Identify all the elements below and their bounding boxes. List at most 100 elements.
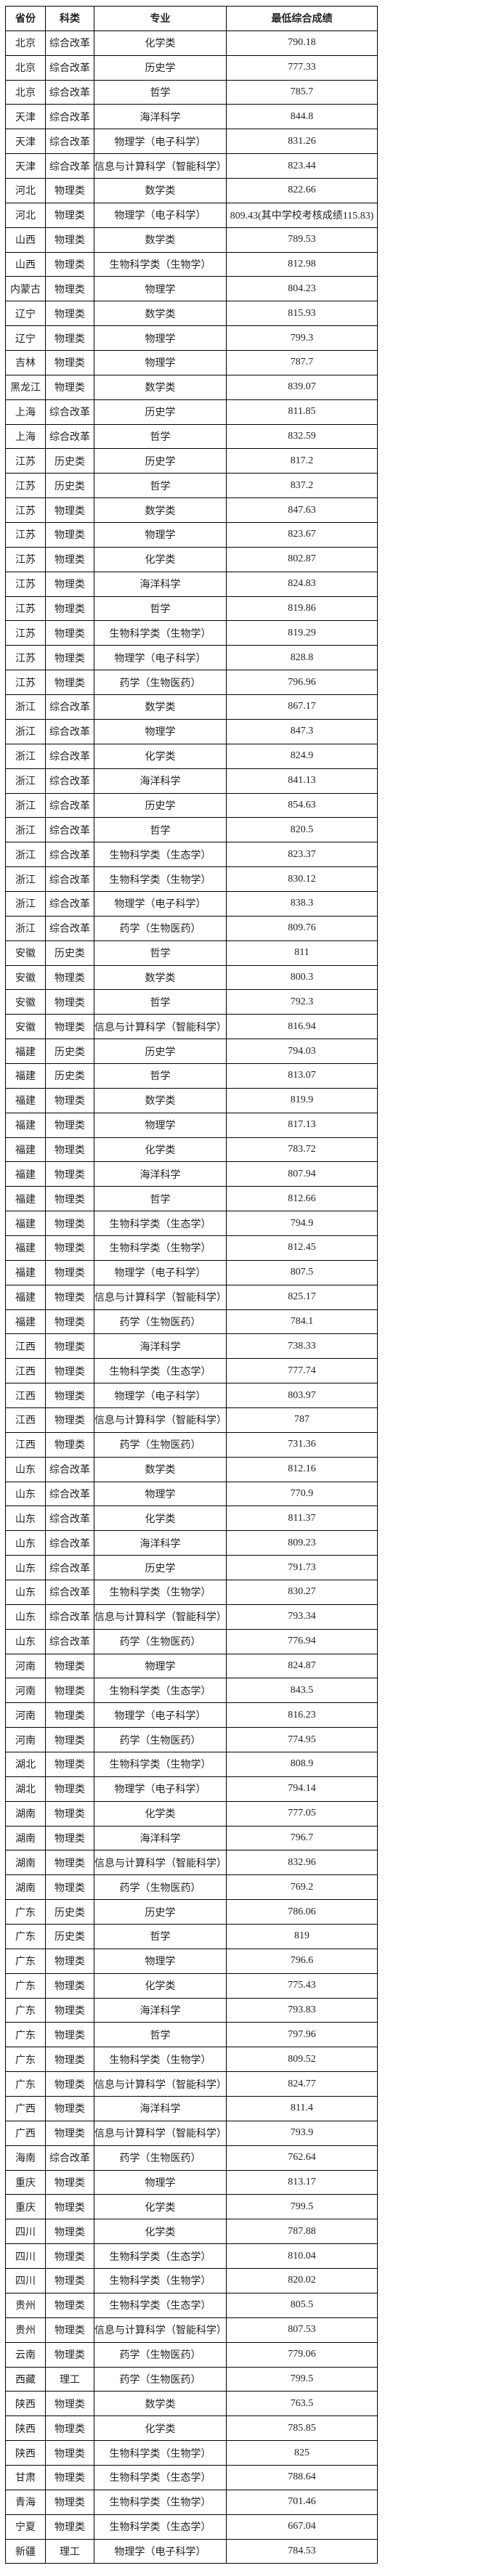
table-row: 山东 综合改革 药学（生物医药） 776.94 [5,1628,378,1654]
min-score-cell: 803.97 [226,1383,378,1408]
major-cell: 化学类 [94,2415,227,2442]
province-cell: 山东 [5,1530,46,1556]
category-cell: 物理类 [45,2317,94,2343]
major-cell: 生物科学类（生物学） [94,620,227,646]
table-row: 安徽 历史类 哲学 811 [5,940,378,966]
category-cell: 综合改革 [45,1506,94,1532]
province-cell: 福建 [5,1087,46,1113]
major-cell: 数学类 [94,694,227,720]
major-cell: 物理学 [94,325,227,352]
province-cell: 重庆 [5,2169,46,2195]
table-row: 江苏 物理类 数学类 847.63 [5,497,378,524]
province-cell: 江苏 [5,620,46,646]
province-cell: 山东 [5,1580,46,1605]
min-score-cell: 763.5 [226,2391,378,2417]
major-cell: 海洋科学 [94,1333,227,1360]
min-score-cell: 811.85 [226,399,378,425]
min-score-cell: 770.9 [226,1481,378,1507]
category-cell: 物理类 [45,227,94,253]
major-cell: 物理学 [94,1653,227,1679]
min-score-cell: 847.3 [226,718,378,744]
table-row: 重庆 物理类 物理学 813.17 [5,2169,378,2195]
category-cell: 历史类 [45,1924,94,1949]
min-score-cell: 799.5 [226,2366,378,2392]
table-body: 北京 综合改革 化学类 790.18 北京 综合改革 历史学 777.33 北京 综合改革 哲学 78… [5,30,378,2564]
min-score-cell: 837.2 [226,473,378,499]
table-row: 安徽 物理类 信息与计算科学（智能科学） 816.94 [5,1014,378,1040]
table-row: 江苏 物理类 化学类 802.87 [5,546,378,572]
province-cell: 四川 [5,2268,46,2293]
min-score-cell: 787.88 [226,2219,378,2245]
province-cell: 福建 [5,1112,46,1138]
major-cell: 哲学 [94,1924,227,1949]
province-cell: 湖南 [5,1825,46,1851]
category-cell: 物理类 [45,1383,94,1408]
major-cell: 化学类 [94,2219,227,2245]
category-cell: 物理类 [45,2440,94,2466]
province-cell: 安徽 [5,964,46,991]
category-cell: 综合改革 [45,399,94,425]
table-row: 贵州 物理类 信息与计算科学（智能科学） 807.53 [5,2317,378,2343]
min-score-cell: 824.9 [226,743,378,769]
province-cell: 天津 [5,129,46,155]
min-score-cell: 793.9 [226,2120,378,2146]
major-cell: 生物科学类（生物学） [94,1235,227,1261]
min-score-cell: 667.04 [226,2514,378,2540]
table-row: 广东 历史类 哲学 819 [5,1924,378,1949]
table-row: 山东 综合改革 物理学 770.9 [5,1481,378,1507]
min-score-cell: 807.53 [226,2317,378,2343]
category-cell: 物理类 [45,2391,94,2417]
table-row: 广东 物理类 生物科学类（生物学） 809.52 [5,2047,378,2073]
province-cell: 上海 [5,423,46,450]
min-score-cell: 809.52 [226,2047,378,2073]
min-score-cell: 812.45 [226,1235,378,1261]
min-score-cell: 731.36 [226,1431,378,1458]
table-row: 福建 物理类 药学（生物医药） 784.1 [5,1309,378,1335]
province-cell: 浙江 [5,890,46,917]
major-cell: 历史学 [94,448,227,474]
table-row: 湖北 物理类 物理学（电子科学） 794.14 [5,1776,378,1802]
category-cell: 物理类 [45,2194,94,2220]
table-row: 河北 物理类 数学类 822.66 [5,178,378,203]
major-cell: 历史学 [94,54,227,81]
category-cell: 物理类 [45,301,94,327]
category-cell: 综合改革 [45,153,94,179]
table-row: 江苏 历史类 哲学 837.2 [5,473,378,499]
province-cell: 天津 [5,104,46,130]
min-score-cell: 841.13 [226,768,378,794]
province-cell: 北京 [5,30,46,56]
category-cell: 历史类 [45,473,94,499]
category-cell: 物理类 [45,2464,94,2490]
province-cell: 安徽 [5,989,46,1015]
table-row: 云南 物理类 药学（生物医药） 779.06 [5,2341,378,2368]
province-cell: 浙江 [5,718,46,744]
table-row: 山东 综合改革 信息与计算科学（智能科学） 793.34 [5,1604,378,1630]
min-score-cell: 822.66 [226,178,378,203]
major-cell: 数学类 [94,1087,227,1113]
major-cell: 信息与计算科学（智能科学） [94,2120,227,2146]
province-cell: 陕西 [5,2440,46,2466]
table-row: 安徽 物理类 数学类 800.3 [5,964,378,991]
province-cell: 浙江 [5,866,46,892]
min-score-cell: 794.14 [226,1776,378,1802]
min-score-cell: 823.67 [226,522,378,548]
category-cell: 综合改革 [45,1604,94,1630]
category-cell: 综合改革 [45,54,94,81]
category-cell: 物理类 [45,1825,94,1851]
province-cell: 广东 [5,1997,46,2023]
major-cell: 海洋科学 [94,1161,227,1187]
major-cell: 化学类 [94,1972,227,1999]
category-cell: 物理类 [45,1972,94,1999]
major-cell: 物理学 [94,2169,227,2195]
major-cell: 化学类 [94,2194,227,2220]
major-cell: 生物科学类（生态学） [94,2243,227,2270]
table-row: 湖南 物理类 化学类 777.05 [5,1800,378,1827]
table-row: 山西 物理类 生物科学类（生物学） 812.98 [5,251,378,277]
min-score-cell: 791.73 [226,1555,378,1580]
province-cell: 甘肃 [5,2464,46,2490]
province-cell: 江苏 [5,522,46,548]
category-cell: 物理类 [45,2341,94,2368]
min-score-cell: 828.8 [226,645,378,671]
header-category: 科类 [45,6,94,31]
table-row: 四川 物理类 生物科学类（生态学） 810.04 [5,2243,378,2270]
